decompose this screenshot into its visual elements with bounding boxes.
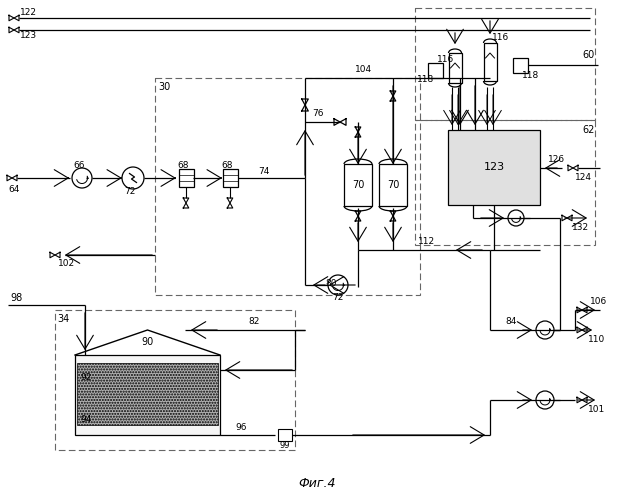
Text: 66: 66 xyxy=(74,160,85,170)
Bar xyxy=(415,120,595,245)
Text: 102: 102 xyxy=(58,258,75,268)
Text: 72: 72 xyxy=(124,188,136,196)
Text: 112: 112 xyxy=(418,238,435,246)
Bar xyxy=(415,8,595,120)
Text: 101: 101 xyxy=(588,406,605,414)
Text: 104: 104 xyxy=(355,66,372,74)
Text: 96: 96 xyxy=(235,422,247,432)
Text: 90: 90 xyxy=(141,337,153,347)
Bar xyxy=(379,164,407,206)
Text: 84: 84 xyxy=(505,318,516,326)
Text: Фиг.4: Фиг.4 xyxy=(298,477,336,490)
Text: 70: 70 xyxy=(352,180,364,190)
Text: 123: 123 xyxy=(484,162,505,172)
Bar xyxy=(427,62,443,78)
Text: 122: 122 xyxy=(20,8,37,17)
Text: 74: 74 xyxy=(258,166,269,175)
Bar xyxy=(179,169,193,187)
Text: 72: 72 xyxy=(332,294,344,302)
Text: 94: 94 xyxy=(80,416,91,424)
Text: 70: 70 xyxy=(387,180,399,190)
Text: 68: 68 xyxy=(178,162,189,170)
Text: 116: 116 xyxy=(492,32,509,42)
Bar xyxy=(484,43,496,81)
Text: 92: 92 xyxy=(80,374,91,382)
Text: 110: 110 xyxy=(588,336,605,344)
Text: 118: 118 xyxy=(522,70,540,80)
Bar xyxy=(448,130,540,205)
Bar xyxy=(223,169,238,187)
Bar xyxy=(77,363,218,425)
Text: 68: 68 xyxy=(221,162,233,170)
Bar xyxy=(75,355,220,435)
Text: 116: 116 xyxy=(437,56,454,64)
Text: 30: 30 xyxy=(158,82,171,92)
Text: 98: 98 xyxy=(10,293,22,303)
Text: 126: 126 xyxy=(548,156,565,164)
Text: 34: 34 xyxy=(57,314,69,324)
Text: 123: 123 xyxy=(20,31,37,40)
Bar xyxy=(344,164,372,206)
Bar xyxy=(155,78,420,295)
Text: 118: 118 xyxy=(417,76,434,84)
Bar xyxy=(55,310,295,450)
Bar xyxy=(278,429,292,441)
Text: 64: 64 xyxy=(8,185,20,194)
Bar xyxy=(512,58,527,72)
Bar xyxy=(448,53,462,83)
Text: 124: 124 xyxy=(575,174,592,182)
Text: 62: 62 xyxy=(582,125,595,135)
Text: 99: 99 xyxy=(280,440,290,450)
Text: 132: 132 xyxy=(572,224,589,232)
Text: 76: 76 xyxy=(312,110,323,118)
Text: 82: 82 xyxy=(248,318,259,326)
Text: 80: 80 xyxy=(325,278,337,287)
Text: 106: 106 xyxy=(590,298,607,306)
Text: 60: 60 xyxy=(582,50,594,60)
